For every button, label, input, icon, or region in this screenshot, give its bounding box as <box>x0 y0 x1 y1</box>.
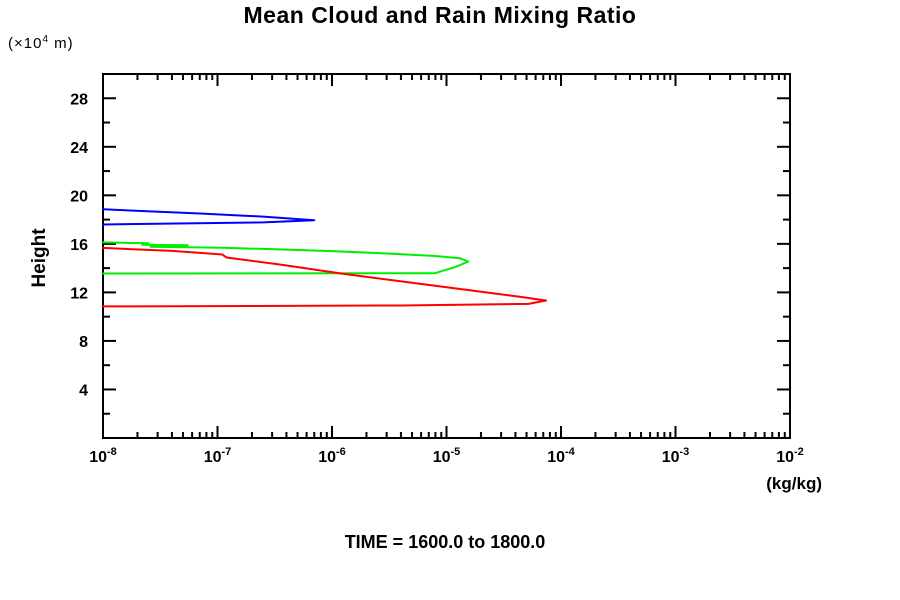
chart-title: Mean Cloud and Rain Mixing Ratio <box>243 2 637 28</box>
x-tick-label: 10-3 <box>662 446 690 466</box>
plot-frame <box>102 73 791 439</box>
series-red-profile-rain <box>102 246 547 308</box>
y-tick-label: 4 <box>79 382 88 399</box>
x-axis-unit-label: (kg/kg) <box>766 474 822 493</box>
x-tick-label: 10-7 <box>204 446 232 466</box>
y-unit-exponent: 4 <box>42 34 50 45</box>
x-tick-label: 10-4 <box>547 446 575 466</box>
y-tick-label: 24 <box>70 140 88 157</box>
y-tick-label: 12 <box>70 285 88 302</box>
x-tick-label: 10-5 <box>433 446 461 466</box>
time-caption: TIME = 1600.0 to 1800.0 <box>344 532 546 552</box>
x-tick-label: 10-2 <box>776 446 804 466</box>
series-blue-profile-upper-cloud <box>102 208 316 226</box>
x-tick-label: 10-6 <box>318 446 346 466</box>
x-tick-label: 10-8 <box>89 446 117 466</box>
y-tick-label: 16 <box>70 237 88 254</box>
series-green-profile-mid-cloud <box>102 241 470 275</box>
y-tick-label: 20 <box>70 188 88 205</box>
y-axis-unit-label: (×104 m) <box>8 34 74 52</box>
y-tick-label: 8 <box>79 334 88 351</box>
y-unit-suffix: m) <box>49 35 74 52</box>
y-tick-label: 28 <box>70 91 88 108</box>
y-unit-prefix: (×10 <box>8 35 43 52</box>
